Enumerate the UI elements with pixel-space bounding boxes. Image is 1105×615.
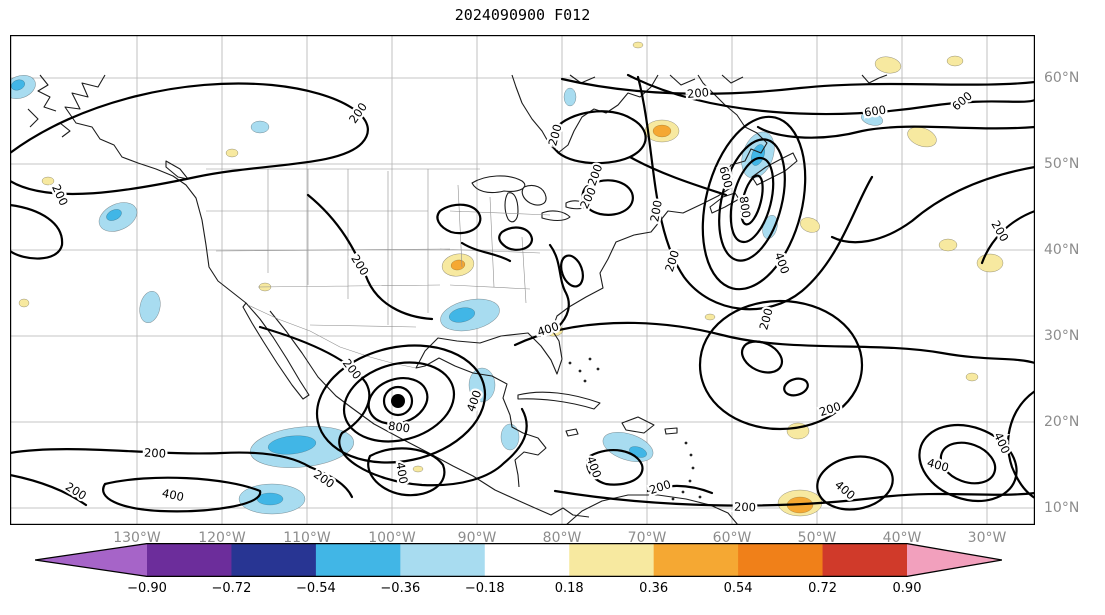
colorbar-tick-label: 0.18 — [554, 581, 584, 596]
x-tick-label: 130°W — [113, 530, 161, 546]
x-tick-label: 50°W — [797, 530, 837, 546]
y-tick-label: 60°N — [1044, 70, 1080, 86]
contour-label: 200 — [340, 356, 365, 382]
colorbar-over-arrow — [907, 543, 1002, 577]
x-tick-label: 40°W — [882, 530, 922, 546]
contour-label: 800 — [737, 195, 754, 219]
x-tick-label: 120°W — [198, 530, 246, 546]
y-tick-label: 40°N — [1044, 242, 1080, 258]
hurricane-center-dot — [391, 394, 405, 408]
contour-label: 200 — [647, 199, 665, 223]
contour-label: 400 — [161, 486, 185, 504]
colorbar-ticks: −0.90 −0.72 −0.54 −0.36 −0.18 0.18 0.36 0.54 0.7… — [35, 581, 1002, 599]
contour-label: 200 — [63, 479, 89, 503]
colorbar-segment — [822, 543, 908, 577]
colorbar-tick-label: 0.72 — [808, 581, 838, 596]
contour-label: 200 — [348, 252, 372, 278]
contour-label: 400 — [393, 461, 411, 485]
colorbar-segment — [653, 543, 739, 577]
contour-label: 200 — [756, 307, 775, 332]
coastlines — [27, 74, 888, 526]
colorbar-tick-label: −0.18 — [464, 581, 505, 596]
contour-label: 200 — [686, 85, 709, 101]
x-axis-ticks: 130°W 120°W 110°W 100°W 90°W 80°W 70°W 60°W 50°W… — [10, 530, 1035, 550]
colorbar-tick-label: −0.36 — [380, 581, 421, 596]
contour-lines — [8, 73, 1037, 513]
contour-label: 400 — [832, 478, 858, 503]
colorbar-segment — [400, 543, 486, 577]
y-tick-label: 10°N — [1044, 500, 1080, 516]
chart-title: 2024090900 F012 — [454, 6, 591, 24]
x-tick-label: 90°W — [457, 530, 497, 546]
contour-label: 200 — [144, 445, 167, 460]
colorbar-segment — [147, 543, 233, 577]
contour-label: 600 — [863, 103, 887, 120]
x-tick-label: 60°W — [712, 530, 752, 546]
contour-label: 400 — [772, 250, 793, 275]
y-tick-label: 20°N — [1044, 414, 1080, 430]
colorbar-under-arrow — [35, 543, 147, 577]
colorbar — [34, 542, 1003, 581]
x-tick-label: 100°W — [368, 530, 416, 546]
contour-label: 200 — [734, 500, 756, 515]
x-tick-label: 30°W — [967, 530, 1007, 546]
x-tick-label: 70°W — [627, 530, 667, 546]
y-tick-label: 30°N — [1044, 328, 1080, 344]
x-tick-label: 80°W — [542, 530, 582, 546]
contour-label: 400 — [926, 455, 951, 474]
colorbar-segment — [231, 543, 317, 577]
colorbar-segment — [738, 543, 824, 577]
contour-label: 200 — [577, 185, 599, 211]
colorbar-segment — [569, 543, 655, 577]
contour-label: 200 — [49, 182, 71, 208]
contour-label: 200 — [647, 477, 672, 497]
y-axis-ticks: 60°N 50°N 40°N 30°N 20°N 10°N — [1040, 35, 1102, 525]
colorbar-tick-label: −0.54 — [295, 581, 336, 596]
colorbar-tick-label: −0.90 — [127, 581, 167, 596]
colorbar-svg — [34, 542, 1003, 578]
contour-label: 200 — [311, 467, 337, 491]
contour-label: 600 — [949, 89, 975, 114]
contour-label: 800 — [387, 419, 411, 436]
map-area: 200 200 200 200 200 200 200 600 600 200 600 800 400 2… — [4, 35, 1037, 526]
colorbar-tick-label: −0.72 — [211, 581, 252, 596]
colorbar-tick-label: 0.36 — [639, 581, 669, 596]
contour-label: 200 — [817, 399, 842, 419]
state-borders — [206, 168, 551, 369]
colorbar-tick-label: 0.90 — [892, 581, 922, 596]
x-tick-label: 110°W — [283, 530, 331, 546]
colorbar-segment — [315, 543, 401, 577]
y-tick-label: 50°N — [1044, 156, 1080, 172]
contour-label: 400 — [584, 454, 605, 479]
colorbar-tick-label: 0.54 — [723, 581, 753, 596]
colorbar-segment — [484, 543, 570, 577]
plot-border — [10, 35, 1035, 525]
contour-label: 200 — [585, 162, 606, 187]
contour-label: 200 — [988, 218, 1011, 244]
